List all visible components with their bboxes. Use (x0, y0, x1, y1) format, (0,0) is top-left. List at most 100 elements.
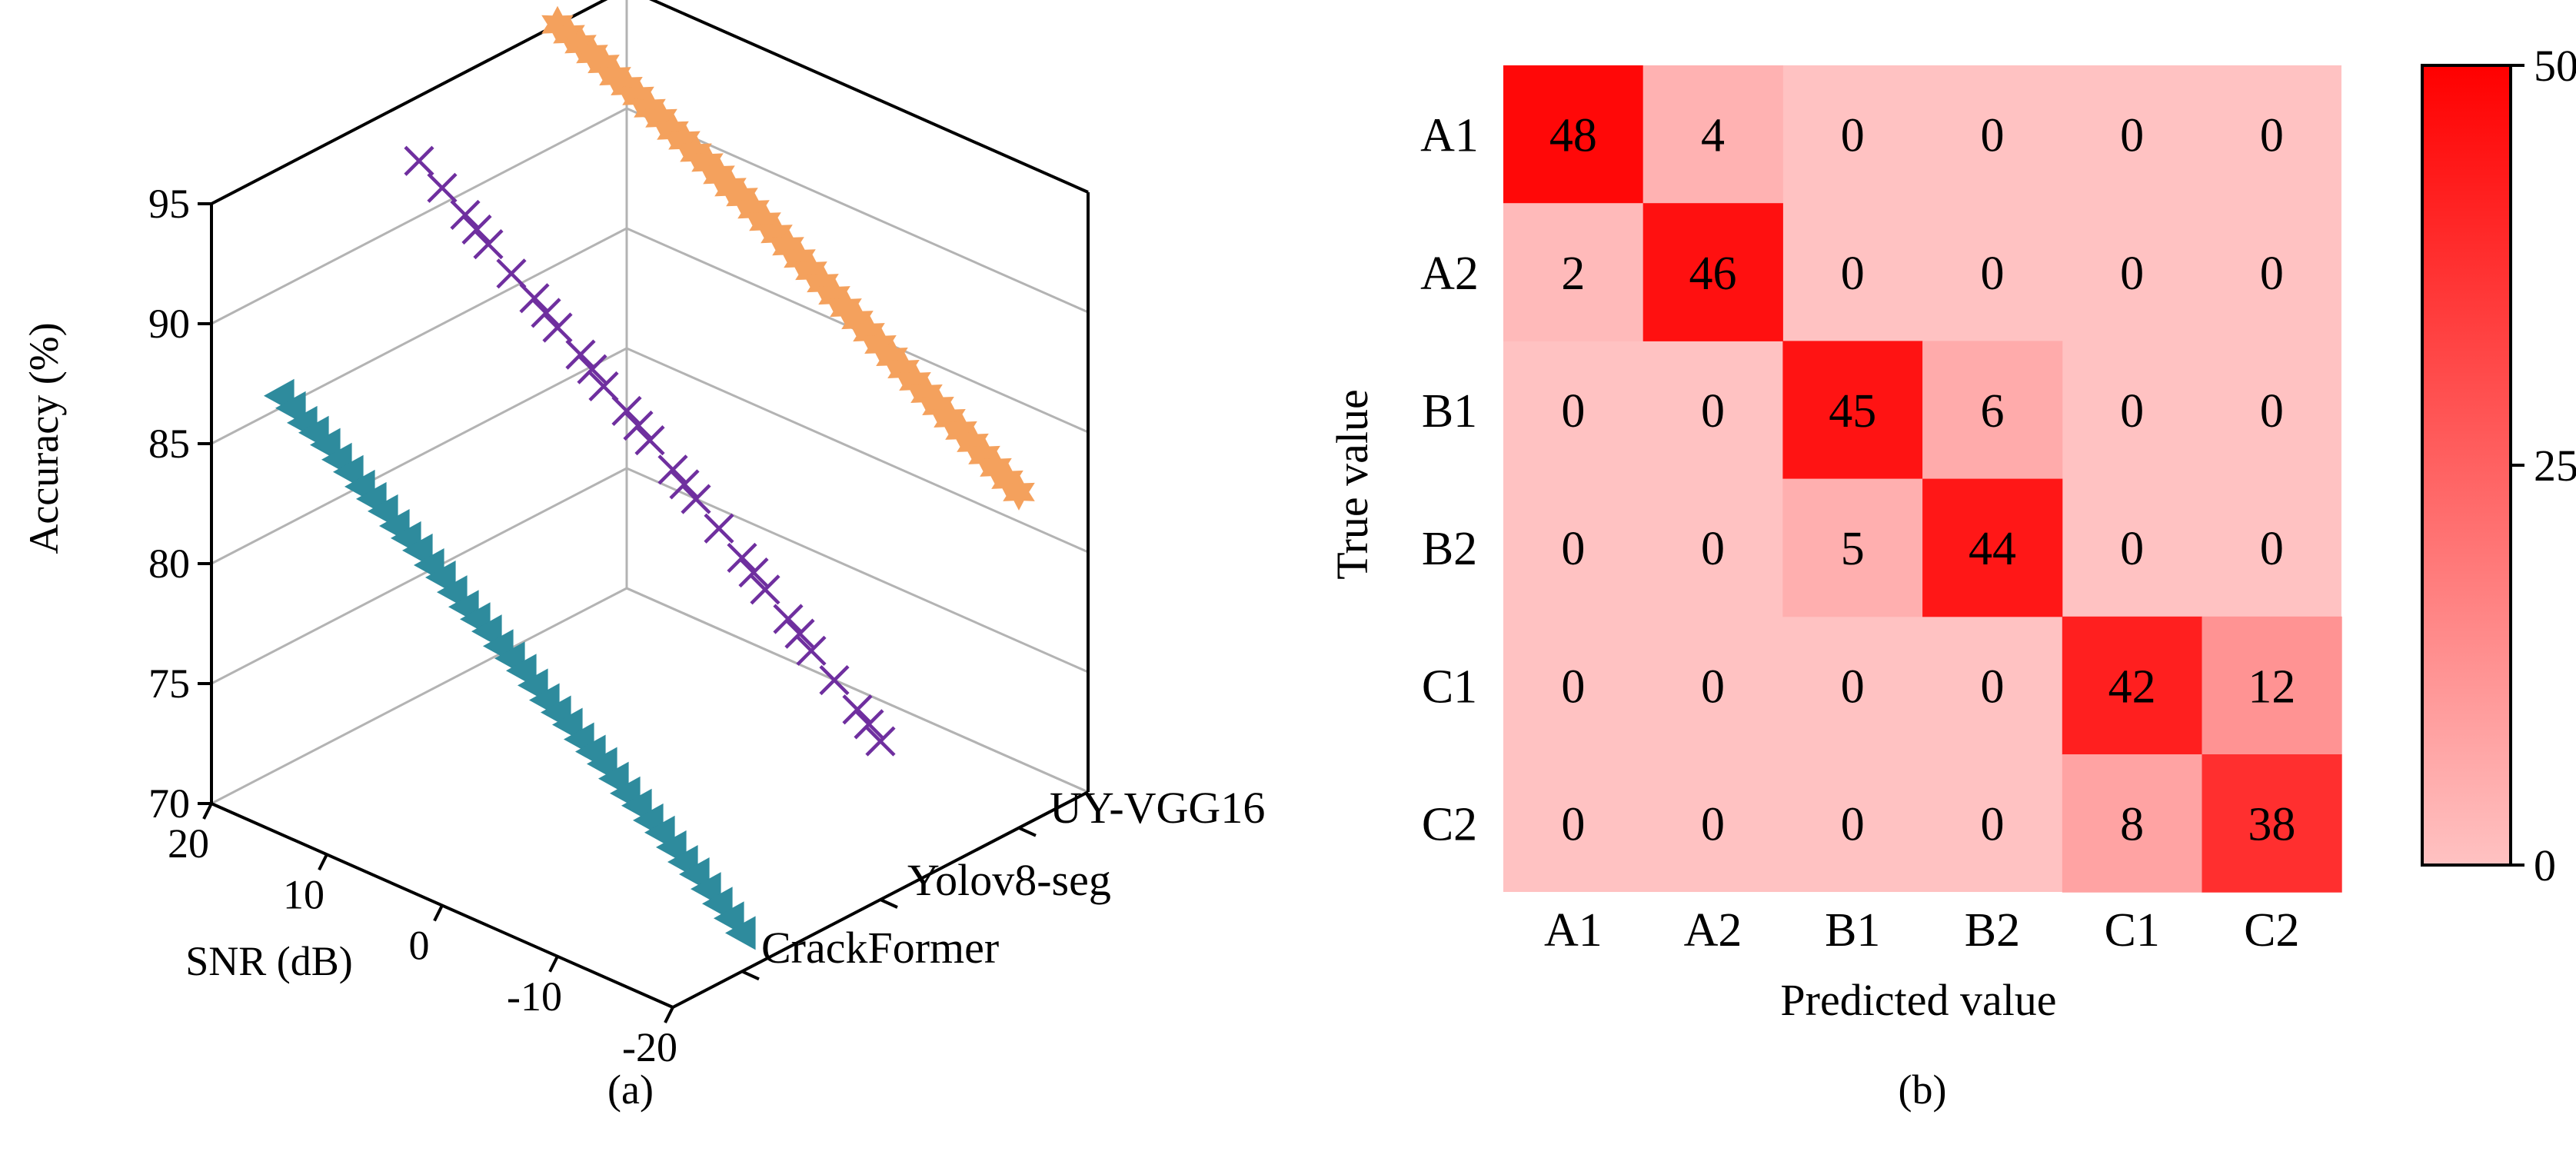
matrix-cell (1642, 203, 1783, 341)
marker-uy-vgg16 (864, 326, 897, 363)
cell-value: 0 (1561, 799, 1585, 851)
matrix-cell (1922, 478, 2063, 617)
marker-uy-vgg16 (887, 351, 920, 388)
marker-yolov8-seg (531, 298, 561, 328)
panel-b-caption: (b) (1899, 1066, 1947, 1113)
colorbar-tick-label: 25 (2534, 441, 2576, 491)
marker-uy-vgg16 (760, 215, 793, 253)
side-wall-gridline (211, 467, 627, 685)
marker-uy-vgg16 (945, 411, 977, 449)
marker-yolov8-seg (842, 694, 873, 725)
cell-value: 0 (1561, 523, 1585, 575)
legend-label-uy-vgg16: UY-VGG16 (1050, 783, 1265, 833)
marker-yolov8-seg (773, 604, 804, 634)
column-label: C2 (2244, 904, 2299, 957)
cell-value: 44 (1969, 523, 2016, 575)
cell-value: 0 (2260, 110, 2284, 162)
cell-value: 0 (1841, 248, 1865, 300)
marker-yolov8-seg (588, 371, 619, 402)
column-label: A2 (1684, 904, 1742, 957)
marker-yolov8-seg (854, 709, 884, 740)
marker-uy-vgg16 (922, 388, 954, 424)
cell-value: 0 (2120, 385, 2144, 438)
cell-value: 42 (2108, 661, 2156, 713)
matrix-cell (1782, 478, 1923, 617)
row-label: B1 (1422, 385, 1477, 438)
x-tick (318, 854, 328, 871)
matrix-cell (1642, 65, 1783, 204)
marker-uy-vgg16 (657, 111, 689, 149)
cell-value: 0 (1701, 799, 1725, 851)
x-tick-label: 0 (409, 923, 430, 969)
depth-tick (1018, 826, 1037, 837)
row-label: C1 (1422, 661, 1477, 713)
column-label: C1 (2104, 904, 2159, 957)
legend-label-yolov8-seg: Yolov8-seg (907, 855, 1111, 905)
colorbar: 0 25 50 (2421, 41, 2576, 890)
side-wall-gridline (211, 107, 627, 325)
matrix-cell (2202, 754, 2342, 893)
column-label: B1 (1825, 904, 1880, 957)
marker-yolov8-seg (634, 425, 665, 456)
marker-yolov8-seg (623, 410, 654, 441)
panel-b-labels: True value Predicted value (b) 48 4 0 0 0 0 2 4… (1327, 110, 2300, 1113)
cell-value: 8 (2120, 799, 2144, 851)
marker-uy-vgg16 (853, 314, 885, 351)
z-tick-label: 95 (148, 181, 190, 227)
z-tick-label: 70 (148, 780, 190, 827)
cell-value: 0 (1980, 661, 2004, 713)
back-wall-gridline (626, 347, 1089, 554)
x-tick (548, 955, 559, 973)
marker-yolov8-seg (542, 312, 573, 343)
cell-value: 0 (2260, 523, 2284, 575)
marker-uy-vgg16 (807, 265, 839, 302)
marker-uy-vgg16 (991, 461, 1023, 498)
marker-uy-vgg16 (899, 363, 931, 400)
matrix-cell (2202, 616, 2342, 755)
matrix-cells (1503, 65, 2342, 893)
marker-yolov8-seg (461, 214, 492, 245)
cell-value: 46 (1689, 248, 1737, 300)
cell-value: 0 (1980, 110, 2004, 162)
marker-yolov8-seg (784, 618, 815, 649)
cell-value: 0 (2260, 248, 2284, 300)
cell-value: 0 (1561, 661, 1585, 713)
marker-yolov8-seg (819, 664, 850, 696)
marker-uy-vgg16 (587, 45, 620, 83)
panel-a-caption: (a) (607, 1066, 654, 1113)
depth-tick (741, 970, 760, 981)
marker-uy-vgg16 (876, 338, 908, 375)
cell-value: 0 (1701, 661, 1725, 713)
marker-uy-vgg16 (622, 77, 654, 115)
column-label: B2 (1965, 904, 2020, 957)
marker-uy-vgg16 (680, 134, 712, 171)
panel-a-labels: Accuracy (%) SNR (dB) CrackFormer Yolov8… (21, 181, 1265, 1113)
marker-uy-vgg16 (784, 240, 816, 278)
back-wall-gridline (626, 107, 1089, 314)
marker-uy-vgg16 (818, 277, 850, 314)
cell-value: 0 (2260, 385, 2284, 438)
back-bottom-line (626, 587, 1089, 794)
cell-value: 48 (1549, 110, 1597, 162)
x-tick-label: 20 (168, 820, 209, 867)
marker-crackformer (725, 916, 756, 950)
matrix-cell (2062, 754, 2202, 893)
marker-uy-vgg16 (980, 448, 1012, 486)
row-label: A1 (1420, 110, 1479, 162)
column-label: A1 (1544, 904, 1603, 957)
marker-yolov8-seg (738, 557, 769, 588)
marker-uy-vgg16 (749, 203, 781, 241)
marker-yolov8-seg (727, 542, 757, 574)
cell-value: 4 (1701, 110, 1725, 162)
x-axis-label: SNR (dB) (185, 938, 353, 984)
x-axis-label: Predicted value (1780, 975, 2056, 1025)
legend-label-crackformer: CrackFormer (761, 923, 999, 973)
marker-uy-vgg16 (795, 252, 827, 290)
marker-uy-vgg16 (968, 436, 1000, 474)
marker-uy-vgg16 (691, 144, 724, 181)
colorbar-gradient (2421, 64, 2512, 867)
matrix-cell (1503, 65, 1644, 204)
panel-b-confusion-matrix: True value Predicted value (b) 48 4 0 0 0 0 2 4… (1327, 41, 2576, 1113)
marker-uy-vgg16 (564, 25, 597, 63)
